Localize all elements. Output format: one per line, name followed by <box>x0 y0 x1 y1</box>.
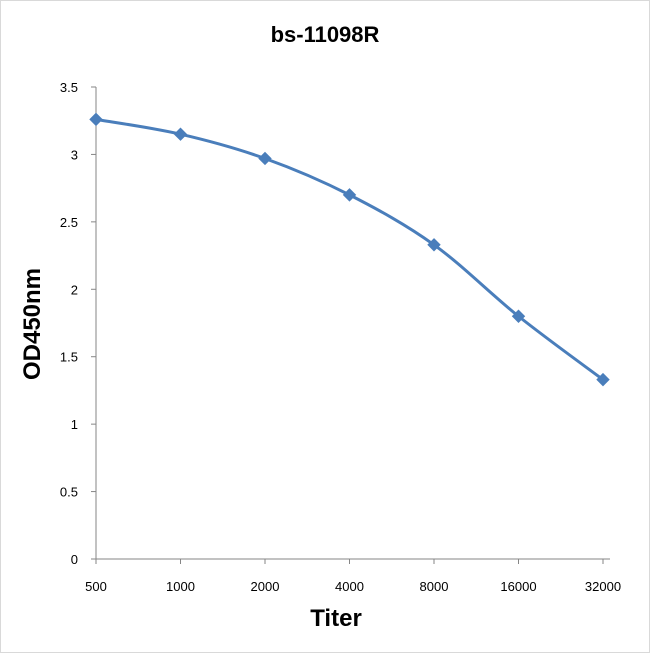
x-tick-label: 500 <box>85 579 107 594</box>
data-point-marker <box>511 309 526 323</box>
data-point-marker <box>342 188 357 202</box>
x-tick-label: 1000 <box>166 579 195 594</box>
y-tick-label: 1 <box>71 417 78 432</box>
y-axis-title: OD450nm <box>19 268 46 380</box>
x-tick-label: 8000 <box>420 579 449 594</box>
x-tick-label: 16000 <box>500 579 536 594</box>
y-tick-label: 2.5 <box>60 215 78 230</box>
y-tick-label: 1.5 <box>60 350 78 365</box>
x-tick-label: 2000 <box>251 579 280 594</box>
data-point-marker <box>258 151 272 166</box>
chart-title: bs-11098R <box>271 22 380 47</box>
y-axis-ticks: 0 0.5 1 1.5 2 2.5 3 3.5 <box>60 80 96 567</box>
x-axis-title: Titer <box>310 605 362 632</box>
y-tick-label: 3 <box>71 147 78 162</box>
x-tick-label: 4000 <box>335 579 364 594</box>
x-tick-label: 32000 <box>585 579 621 594</box>
y-tick-label: 0.5 <box>60 485 78 500</box>
series-line <box>94 117 605 382</box>
y-tick-label: 0 <box>71 552 78 567</box>
data-point-marker <box>596 372 610 387</box>
data-point-marker <box>89 112 103 127</box>
x-axis-ticks: 500 1000 2000 4000 8000 16000 32000 <box>85 559 621 594</box>
data-point-marker <box>427 238 441 252</box>
data-point-marker <box>173 127 188 141</box>
y-tick-label: 2 <box>71 282 78 297</box>
series-markers <box>89 112 610 387</box>
y-tick-label: 3.5 <box>60 80 78 95</box>
